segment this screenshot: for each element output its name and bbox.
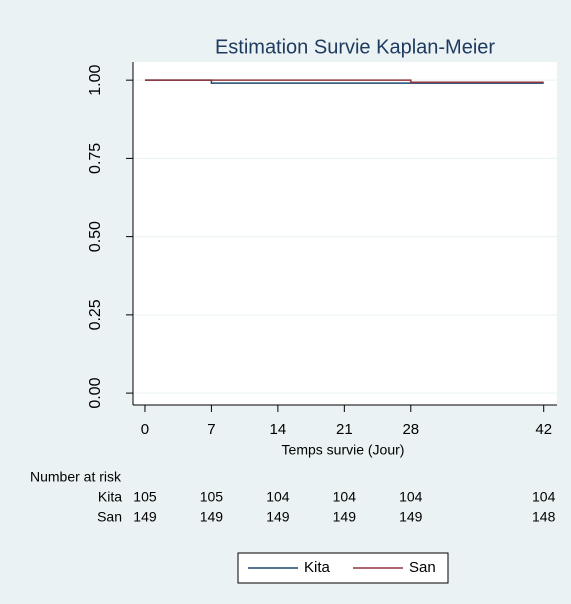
y-tick-label: 1.00: [87, 64, 104, 95]
x-tick-label: 14: [270, 421, 287, 438]
at-risk-value: 149: [200, 509, 224, 525]
x-tick-label: 42: [535, 421, 552, 438]
at-risk-value: 148: [532, 509, 556, 525]
y-tick-label: 0.25: [87, 299, 104, 330]
at-risk-row-label: Kita: [98, 489, 122, 505]
y-tick-label: 0.00: [87, 377, 104, 408]
at-risk-value: 149: [399, 509, 423, 525]
at-risk-value: 149: [133, 509, 157, 525]
legend-label: Kita: [304, 559, 331, 576]
plot-area: [133, 62, 557, 405]
survival-line: [144, 79, 544, 83]
legend-label: San: [409, 559, 436, 576]
x-tick-label: 21: [336, 421, 353, 438]
at-risk-value: 104: [532, 489, 556, 505]
chart-title: Estimation Survie Kaplan-Meier: [215, 36, 495, 58]
at-risk-value: 105: [133, 489, 157, 505]
at-risk-row-label: San: [97, 509, 122, 525]
x-axis-label: Temps survie (Jour): [282, 442, 405, 458]
y-tick-label: 0.75: [87, 143, 104, 174]
at-risk-value: 104: [399, 489, 423, 505]
at-risk-value: 149: [333, 509, 357, 525]
y-tick-label: 0.50: [87, 221, 104, 252]
x-tick-label: 0: [141, 421, 149, 438]
x-tick-label: 7: [207, 421, 215, 438]
at-risk-title: Number at risk: [30, 469, 122, 485]
at-risk-value: 149: [266, 509, 290, 525]
at-risk-value: 105: [200, 489, 224, 505]
at-risk-value: 104: [266, 489, 290, 505]
at-risk-value: 104: [333, 489, 357, 505]
x-tick-label: 28: [402, 421, 419, 438]
